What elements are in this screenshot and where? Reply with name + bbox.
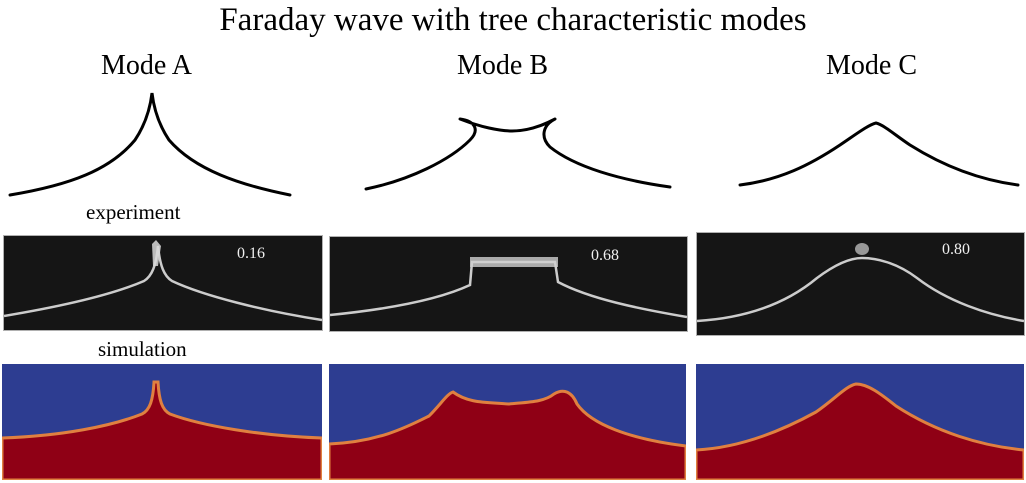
mode-b-experiment-image: 0.68 bbox=[329, 236, 688, 332]
mode-c-sketch bbox=[738, 121, 1020, 187]
mode-c-simulation-image bbox=[696, 364, 1024, 480]
mode-a-experiment-image: 0.16 bbox=[3, 235, 323, 331]
experiment-row-label: experiment bbox=[86, 200, 181, 224]
mode-b-sketch bbox=[364, 117, 672, 191]
mode-c-experiment-value: 0.80 bbox=[942, 241, 970, 258]
mode-a-sketch bbox=[8, 92, 292, 197]
mode-b-label: Mode B bbox=[457, 50, 548, 81]
figure-title: Faraday wave with tree characteristic mo… bbox=[219, 2, 807, 38]
mode-c-label: Mode C bbox=[826, 50, 917, 81]
mode-c-experiment-image: 0.80 bbox=[696, 232, 1025, 336]
mode-b-simulation-image bbox=[329, 364, 686, 480]
simulation-row-label: simulation bbox=[98, 337, 187, 361]
mode-a-simulation-image bbox=[2, 364, 322, 480]
mode-a-experiment-value: 0.16 bbox=[237, 245, 265, 262]
mode-a-label: Mode A bbox=[101, 50, 192, 81]
mode-sketches bbox=[8, 92, 1020, 197]
mode-b-experiment-value: 0.68 bbox=[591, 247, 619, 264]
